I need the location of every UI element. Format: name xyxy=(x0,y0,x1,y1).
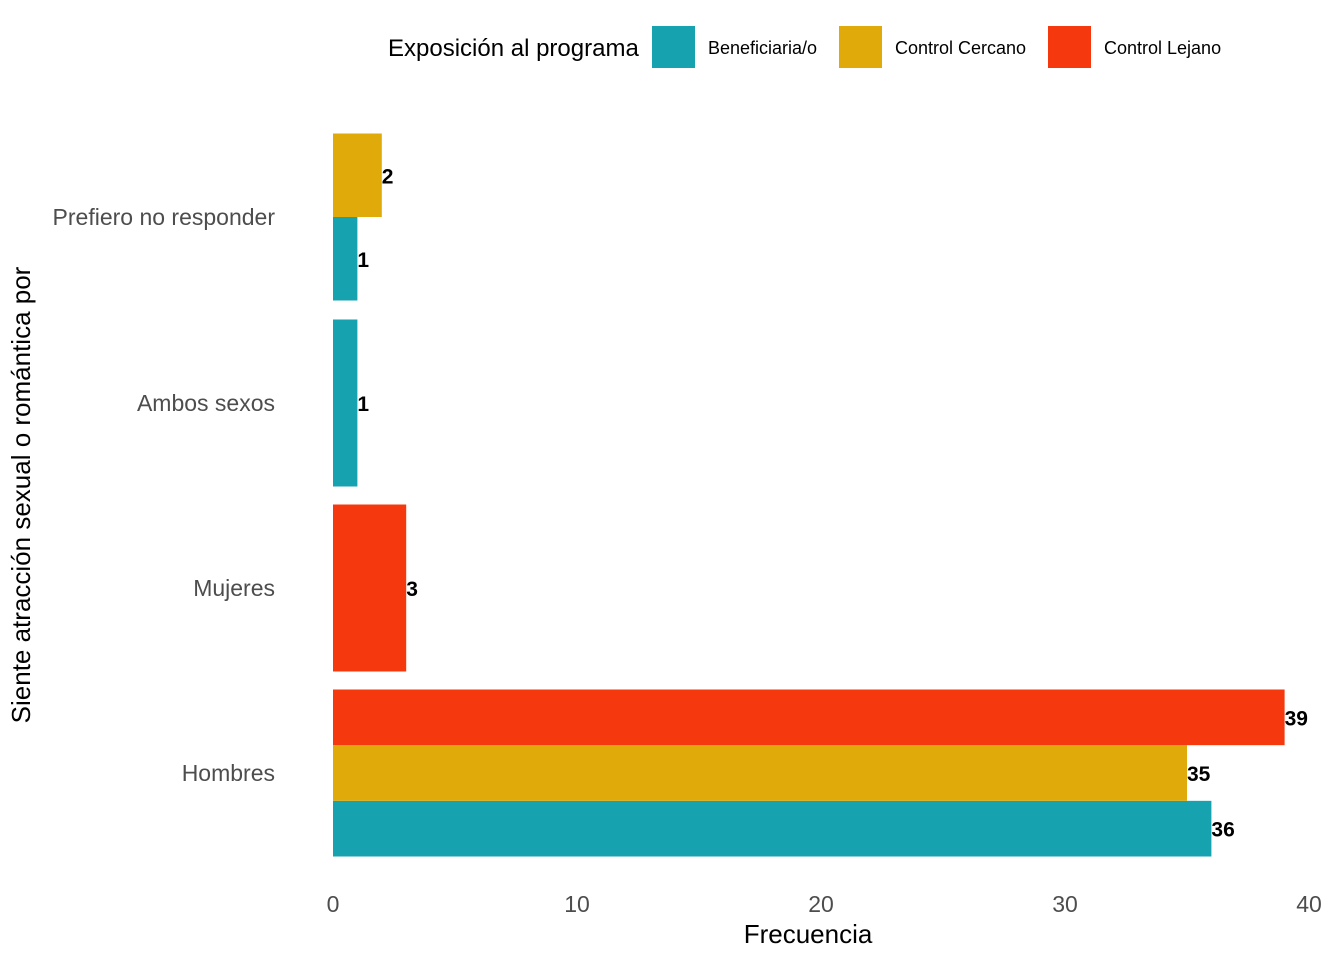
legend-label-control-cercano: Control Cercano xyxy=(895,38,1026,58)
legend-title: Exposición al programa xyxy=(388,35,639,62)
x-tick-label-30: 30 xyxy=(1052,891,1078,917)
category-label-prefiero-no-responder: Prefiero no responder xyxy=(53,204,276,230)
bar-prefiero-no-responder-beneficiaria-o xyxy=(333,217,358,301)
x-tick-label-20: 20 xyxy=(808,891,834,917)
bar-hombres-beneficiaria-o xyxy=(333,800,1212,857)
bar-ambos-sexos-beneficiaria-o xyxy=(333,319,358,487)
x-axis-title: Frecuencia xyxy=(744,919,873,949)
category-label-ambos-sexos: Ambos sexos xyxy=(137,390,275,416)
bar-mujeres-control-lejano xyxy=(333,504,407,672)
data-label-hombres-control-cercano: 35 xyxy=(1187,763,1211,786)
bar-hombres-control-cercano xyxy=(333,745,1187,801)
bar-prefiero-no-responder-control-cercano xyxy=(333,133,382,217)
data-label-hombres-beneficiaria-o: 36 xyxy=(1211,819,1234,842)
data-label-prefiero-no-responder-control-cercano: 2 xyxy=(382,165,394,188)
x-tick-label-40: 40 xyxy=(1296,891,1322,917)
data-label-hombres-control-lejano: 39 xyxy=(1285,707,1308,730)
bar-hombres-control-lejano xyxy=(333,689,1285,746)
data-label-mujeres-control-lejano: 3 xyxy=(406,578,418,601)
legend-key-control-lejano xyxy=(1048,26,1091,68)
legend-key-beneficiaria-o xyxy=(652,26,695,68)
legend-key-control-cercano xyxy=(839,26,882,68)
y-axis-title: Siente atracción sexual o romántica por xyxy=(6,266,36,723)
category-label-hombres: Hombres xyxy=(182,760,275,786)
category-labels: Hombres Mujeres Ambos sexos Prefiero no res… xyxy=(53,204,276,786)
bars-group: 36 35 39 3 1 1 2 xyxy=(333,133,1308,857)
data-label-ambos-sexos-beneficiaria-o: 1 xyxy=(357,393,369,416)
legend-label-control-lejano: Control Lejano xyxy=(1104,38,1221,58)
legend: Exposición al programa Beneficiaria/o Con… xyxy=(388,26,1221,68)
data-label-prefiero-no-responder-beneficiaria-o: 1 xyxy=(357,249,369,272)
x-axis-ticks: 0 10 20 30 40 xyxy=(327,891,1322,917)
legend-label-beneficiaria-o: Beneficiaria/o xyxy=(708,38,817,58)
category-label-mujeres: Mujeres xyxy=(193,575,275,601)
x-tick-label-0: 0 xyxy=(327,891,340,917)
x-tick-label-10: 10 xyxy=(564,891,590,917)
